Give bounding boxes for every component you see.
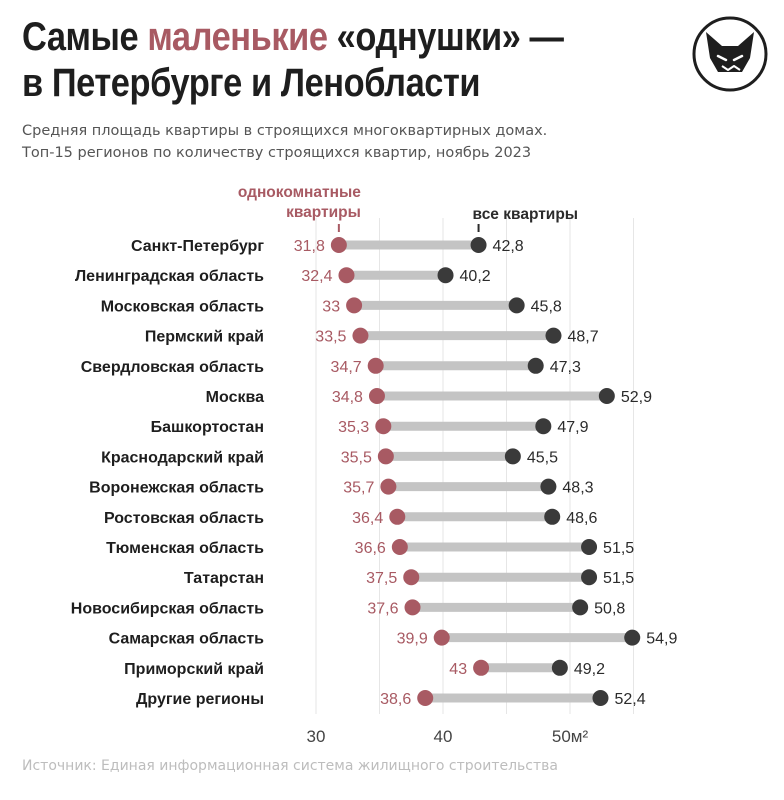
all-apartments-value-label: 50,8 (594, 600, 625, 617)
one-room-point (473, 659, 490, 676)
all-apartments-point (527, 357, 544, 374)
all-apartments-value-label: 48,7 (567, 329, 598, 346)
subtitle-line2: Топ-15 регионов по количеству строящихся… (22, 145, 532, 161)
all-apartments-point (581, 539, 598, 555)
all-apartments-value-label: 47,3 (550, 359, 581, 376)
category-label: Новосибирская область (71, 600, 264, 617)
series-label-one-room: квартиры (286, 204, 361, 221)
one-room-point (391, 539, 408, 555)
all-apartments-value-label: 45,5 (527, 449, 558, 466)
x-tick-label: 40 (434, 727, 453, 746)
one-room-point (389, 508, 406, 525)
category-label: Ростовская область (104, 510, 264, 527)
all-apartments-point (545, 327, 562, 344)
all-apartments-point (581, 569, 598, 586)
one-room-value-label: 35,5 (341, 449, 372, 466)
one-room-value-label: 32,4 (301, 268, 332, 285)
one-room-point (433, 629, 450, 646)
category-label: Москва (206, 389, 264, 406)
all-apartments-value-label: 48,3 (562, 480, 593, 497)
all-apartments-value-label: 54,9 (646, 631, 677, 648)
all-apartments-point (470, 237, 487, 253)
category-label: Ленинградская область (75, 268, 264, 285)
category-label: Свердловская область (81, 359, 264, 376)
all-apartments-point (572, 599, 589, 616)
one-room-point (404, 599, 421, 616)
title-part: Самые (22, 15, 148, 59)
one-room-point (368, 388, 385, 404)
one-room-point (417, 690, 434, 706)
all-apartments-value-label: 47,9 (557, 419, 588, 436)
all-apartments-value-label: 49,2 (574, 661, 605, 678)
all-apartments-value-label: 48,6 (566, 510, 597, 527)
one-room-value-label: 37,6 (367, 600, 398, 617)
one-room-value-label: 33 (322, 298, 340, 315)
all-apartments-point (508, 297, 525, 314)
one-room-value-label: 33,5 (315, 329, 346, 346)
one-room-value-label: 35,3 (338, 419, 369, 436)
all-apartments-point (551, 659, 568, 676)
all-apartments-value-label: 42,8 (493, 238, 524, 255)
category-label: Московская область (101, 298, 264, 315)
source-note: Источник: Единая информационная система … (22, 758, 558, 774)
one-room-value-label: 37,5 (366, 570, 397, 587)
title-accent-word: маленькие (147, 15, 328, 59)
all-apartments-value-label: 51,5 (603, 540, 634, 557)
one-room-point (403, 569, 420, 586)
one-room-point (352, 327, 369, 344)
one-room-point (375, 418, 392, 435)
all-apartments-value-label: 40,2 (460, 268, 491, 285)
category-label: Татарстан (184, 570, 264, 587)
one-room-value-label: 31,8 (294, 238, 325, 255)
all-apartments-value-label: 45,8 (531, 298, 562, 315)
x-tick-label: 30 (307, 727, 326, 746)
one-room-point (338, 267, 355, 284)
one-room-point (367, 357, 384, 374)
chart-subtitle: Средняя площадь квартиры в строящихся мн… (22, 120, 547, 164)
title-part: «однушки» — (327, 15, 564, 59)
all-apartments-point (592, 690, 609, 706)
all-apartments-point (535, 418, 552, 435)
all-apartments-value-label: 52,9 (621, 389, 652, 406)
category-label: Санкт-Петербург (131, 238, 264, 255)
one-room-value-label: 36,6 (355, 540, 386, 557)
title-line2: в Петербурге и Ленобласти (22, 61, 481, 105)
one-room-point (380, 478, 397, 495)
all-apartments-value-label: 51,5 (603, 570, 634, 587)
one-room-point (346, 297, 363, 314)
category-label: Самарская область (109, 631, 265, 648)
one-room-value-label: 34,8 (332, 389, 363, 406)
category-label: Воронежская область (89, 480, 264, 497)
dumbbell-chart: 30 40 50м² однокомнатные квартиры все квартир… (71, 184, 678, 746)
one-room-value-label: 39,9 (397, 631, 428, 648)
category-label: Приморский край (124, 661, 264, 678)
category-label: Пермский край (145, 329, 264, 346)
all-apartments-value-label: 52,4 (614, 691, 645, 708)
category-label: Тюменская область (106, 540, 264, 557)
subtitle-line1: Средняя площадь квартиры в строящихся мн… (22, 123, 548, 139)
one-room-value-label: 38,6 (380, 691, 411, 708)
category-label: Краснодарский край (101, 449, 264, 466)
one-room-point (330, 237, 347, 253)
series-label-one-room: однокомнатные (238, 184, 361, 201)
series-label-all: все квартиры (473, 206, 578, 223)
all-apartments-point (624, 629, 641, 646)
one-room-value-label: 35,7 (343, 480, 374, 497)
all-apartments-point (504, 448, 521, 465)
fox-mascot-icon (692, 16, 768, 92)
one-room-value-label: 36,4 (352, 510, 383, 527)
one-room-point (377, 448, 394, 465)
one-room-value-label: 43 (449, 661, 467, 678)
category-label: Башкортостан (151, 419, 264, 436)
one-room-value-label: 34,7 (331, 359, 362, 376)
all-apartments-point (540, 478, 557, 495)
x-tick-label: 50м² (552, 727, 589, 746)
all-apartments-point (598, 388, 615, 404)
title-line1: Самые маленькие «однушки» — (22, 15, 564, 59)
chart-title: Самые маленькие «однушки» — в Петербурге… (22, 14, 564, 106)
all-apartments-point (544, 508, 561, 525)
category-label: Другие регионы (136, 691, 264, 708)
all-apartments-point (437, 267, 454, 284)
